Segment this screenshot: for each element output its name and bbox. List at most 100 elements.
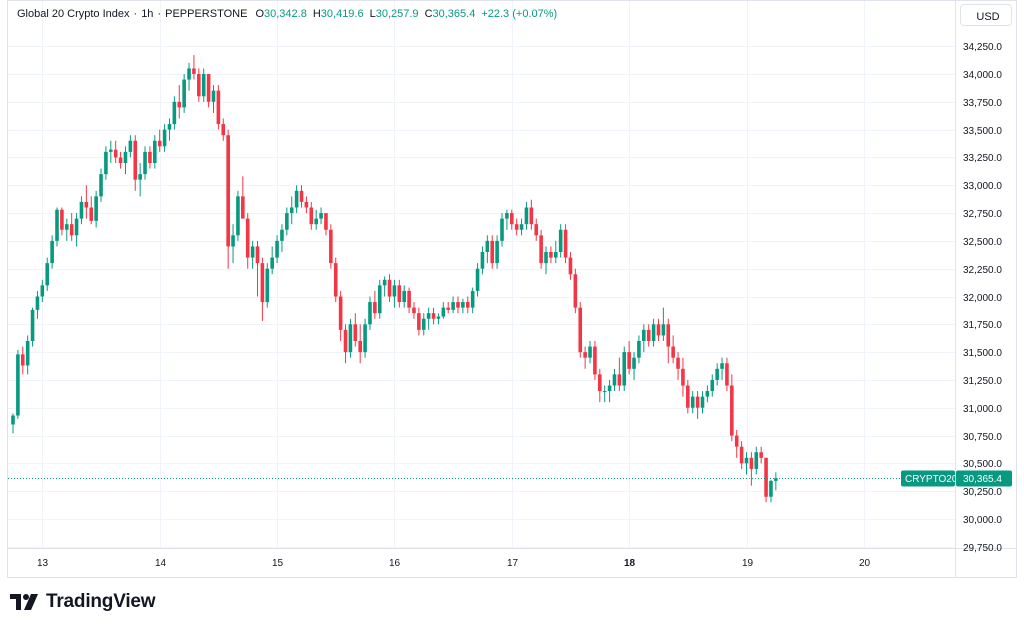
- candle-body-down: [89, 207, 94, 221]
- candle-body-down: [60, 209, 64, 230]
- x-tick-label: 19: [742, 558, 754, 569]
- candle-body-up: [285, 213, 289, 230]
- y-tick-label: 30,250.0: [963, 487, 1002, 498]
- candle-body-down: [734, 435, 739, 447]
- candle-body-down: [84, 201, 89, 208]
- candle-body-up: [40, 285, 45, 297]
- candle-body-up: [231, 235, 235, 247]
- candle-body-up: [16, 354, 20, 416]
- candle-body-up: [480, 252, 485, 269]
- candle-body-up: [637, 341, 641, 358]
- candle-body-down: [686, 385, 690, 408]
- candle-body-up: [138, 174, 142, 180]
- candle-body-down: [465, 302, 470, 308]
- candle-body-down: [373, 302, 377, 314]
- candle-body-down: [627, 352, 631, 369]
- candle-body-up: [94, 196, 98, 221]
- candle-body-down: [573, 274, 578, 308]
- y-tick-label: 33,250.0: [963, 153, 1002, 164]
- candle-body-down: [578, 307, 583, 353]
- candle-body-down: [598, 374, 602, 392]
- candle-body-up: [99, 174, 103, 197]
- candle-body-down: [407, 290, 411, 308]
- currency-button[interactable]: USD: [960, 4, 1012, 26]
- candle-body-up: [348, 324, 353, 353]
- candle-body-up: [715, 368, 719, 380]
- candle-body-up: [524, 207, 529, 225]
- open-label: O: [255, 8, 264, 20]
- candle-body-down: [593, 346, 597, 375]
- candle-body-up: [50, 240, 54, 264]
- candle-body-down: [529, 207, 534, 225]
- candle-body-down: [725, 363, 729, 386]
- candle-body-up: [519, 224, 524, 230]
- candle-body-down: [490, 240, 495, 264]
- tradingview-logo[interactable]: TradingView: [10, 591, 156, 613]
- candle-body-down: [241, 196, 245, 219]
- candle-body-up: [30, 309, 35, 341]
- y-tick-label: 34,250.0: [963, 42, 1002, 53]
- x-tick-label: 17: [507, 558, 519, 569]
- candle-body-up: [475, 268, 480, 291]
- price-axis: 29,750.0 30,000.0 30,250.0 30,500.0 30,750.0…: [963, 42, 1002, 554]
- candle-body-up: [720, 363, 724, 369]
- candle-body-up: [632, 357, 636, 369]
- y-tick-label: 30,500.0: [963, 459, 1002, 470]
- candle-body-up: [201, 74, 206, 97]
- candle-body-up: [104, 151, 108, 175]
- candle-body-up: [700, 396, 705, 408]
- symbol-title[interactable]: Global 20 Crypto Index: [17, 8, 130, 20]
- candle-body-up: [485, 240, 490, 252]
- candle-body-down: [216, 90, 221, 125]
- interval-label[interactable]: 1h: [141, 8, 154, 20]
- candle-body-up: [172, 101, 177, 125]
- candle-body-down: [133, 140, 138, 180]
- candle-body-down: [764, 457, 768, 497]
- last-price-tag-box: [956, 470, 1012, 487]
- candle-body-down: [20, 354, 25, 366]
- candle-body-down: [671, 346, 675, 358]
- candle-body-up: [705, 391, 710, 397]
- exchange-label: PEPPERSTONE: [165, 8, 248, 20]
- candle-body-down: [412, 307, 416, 314]
- candle-body-up: [642, 329, 646, 341]
- y-tick-label: 31,500.0: [963, 348, 1002, 359]
- candle-body-up: [402, 290, 406, 303]
- candle-body-down: [197, 74, 201, 97]
- last-price-tag-group: CRYPTO20 30,365.4: [8, 470, 1012, 487]
- candle-body-down: [509, 213, 514, 225]
- time-axis: 13 14 15 16 17 18 19 20: [37, 558, 871, 569]
- candle-body-up: [451, 302, 455, 310]
- y-tick-label: 33,500.0: [963, 126, 1002, 137]
- y-tick-label: 30,000.0: [963, 515, 1002, 526]
- candle-body-up: [109, 149, 113, 152]
- candle-body-up: [55, 209, 59, 241]
- candle-body-down: [534, 224, 539, 236]
- candle-body-up: [294, 190, 299, 208]
- candle-body-down: [563, 229, 568, 258]
- tradingview-logo-icon: [10, 594, 38, 610]
- candle-body-up: [690, 396, 695, 408]
- candle-body-up: [754, 452, 759, 469]
- candle-body-down: [148, 151, 152, 163]
- candle-body-up: [64, 224, 69, 230]
- candle-body-up: [461, 302, 465, 308]
- candle-body-up: [143, 151, 147, 175]
- candle-body-up: [182, 79, 186, 108]
- candle-body-up: [441, 307, 446, 317]
- candle-body-down: [309, 207, 314, 225]
- candle-body-down: [118, 157, 123, 163]
- candle-body-up: [558, 229, 563, 252]
- candle-body-up: [382, 279, 387, 286]
- chart-frame: [7, 0, 1017, 578]
- y-tick-label: 31,250.0: [963, 376, 1002, 387]
- candle-body-up: [74, 218, 79, 236]
- candle-body-up: [553, 252, 558, 258]
- candle-body-down: [617, 374, 622, 386]
- candle-body-up: [744, 457, 749, 464]
- candle-body-up: [612, 374, 617, 386]
- candle-body-down: [681, 368, 685, 386]
- candle-body-up: [710, 379, 715, 392]
- x-tick-label: 15: [272, 558, 284, 569]
